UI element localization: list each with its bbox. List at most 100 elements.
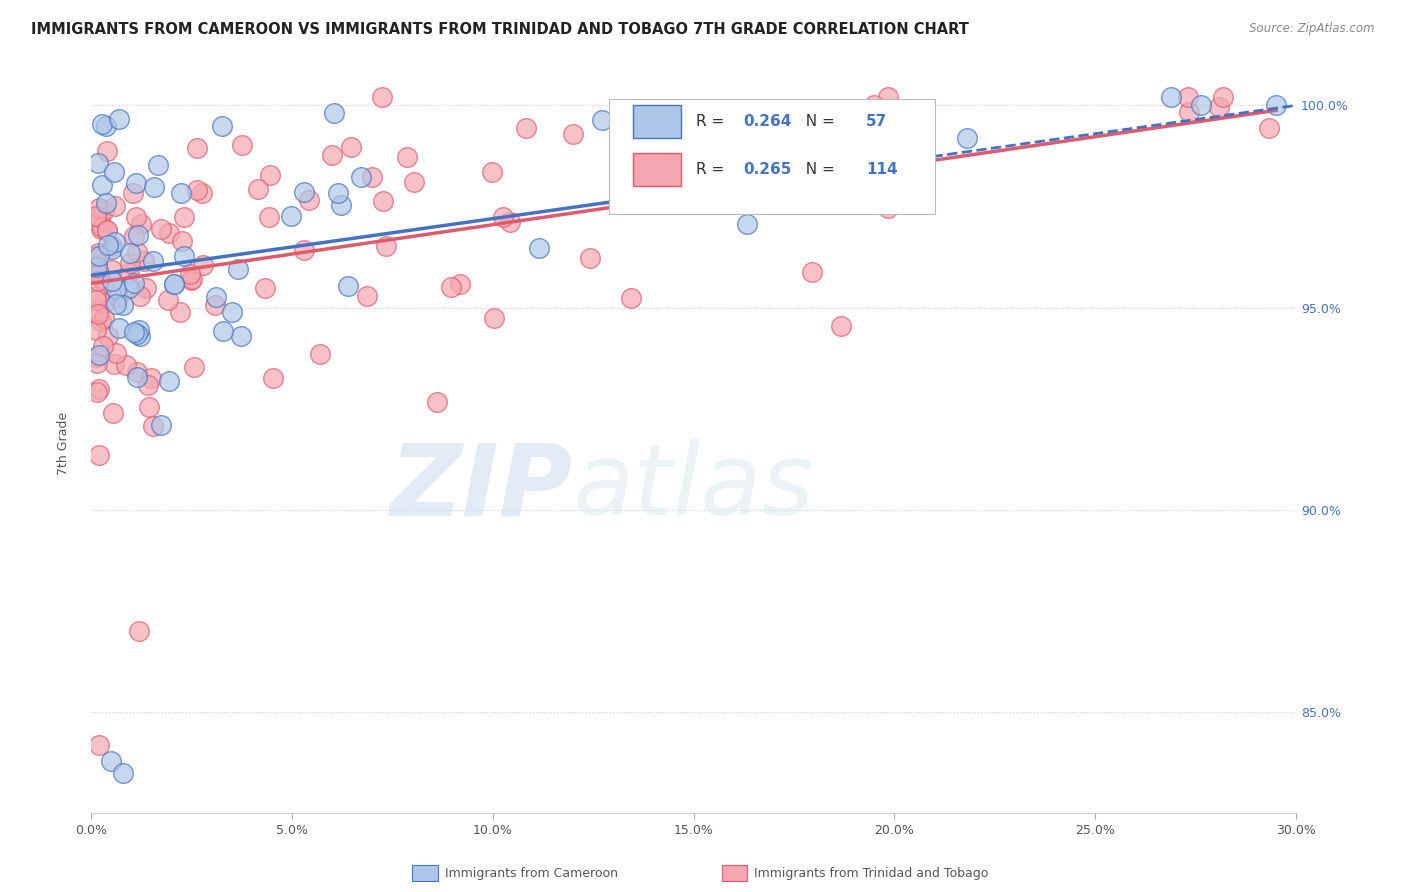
Point	[211, 119, 233, 133]
Point	[328, 186, 350, 200]
Point	[87, 348, 110, 362]
Point	[1208, 100, 1230, 114]
Point	[897, 128, 920, 143]
Point	[101, 274, 124, 288]
Point	[87, 266, 110, 280]
Point	[93, 202, 115, 217]
Point	[108, 112, 131, 126]
Point	[136, 378, 159, 392]
Point	[90, 314, 112, 328]
Point	[1189, 97, 1212, 112]
Point	[837, 111, 859, 125]
Point	[641, 136, 664, 150]
Point	[105, 282, 128, 296]
Point	[108, 321, 131, 335]
Point	[127, 365, 149, 379]
Point	[96, 223, 118, 237]
Point	[491, 210, 513, 224]
Point	[782, 168, 804, 182]
Point	[87, 156, 110, 170]
Point	[356, 288, 378, 302]
Point	[87, 382, 110, 396]
Text: atlas: atlas	[574, 439, 814, 536]
Point	[89, 448, 111, 462]
Point	[330, 198, 353, 212]
Point	[122, 325, 145, 339]
Point	[104, 235, 127, 250]
Point	[231, 138, 253, 153]
Point	[125, 176, 148, 190]
Point	[87, 201, 110, 215]
Point	[97, 238, 120, 252]
Point	[229, 329, 252, 343]
Point	[191, 258, 214, 272]
Point	[111, 298, 134, 312]
Point	[579, 251, 602, 265]
Point	[101, 406, 124, 420]
Point	[246, 181, 269, 195]
Point	[86, 260, 108, 274]
Point	[91, 117, 114, 131]
FancyBboxPatch shape	[609, 99, 935, 214]
Point	[183, 359, 205, 374]
Point	[84, 209, 107, 223]
Point	[86, 356, 108, 370]
Point	[120, 256, 142, 270]
Point	[122, 186, 145, 200]
Point	[86, 304, 108, 318]
Point	[93, 276, 115, 290]
Text: N =: N =	[796, 162, 839, 178]
Point	[440, 280, 463, 294]
Point	[129, 217, 152, 231]
Point	[118, 245, 141, 260]
Point	[204, 298, 226, 312]
Point	[100, 243, 122, 257]
Text: 0.265: 0.265	[742, 162, 792, 178]
Point	[91, 339, 114, 353]
Point	[129, 328, 152, 343]
Point	[150, 418, 173, 433]
Point	[863, 98, 886, 112]
Point	[91, 178, 114, 193]
Point	[221, 304, 243, 318]
Point	[321, 148, 343, 162]
Point	[112, 766, 135, 780]
Point	[308, 347, 330, 361]
FancyBboxPatch shape	[633, 105, 682, 138]
Point	[620, 291, 643, 305]
Point	[259, 168, 281, 182]
Point	[257, 210, 280, 224]
Point	[96, 224, 118, 238]
Point	[173, 249, 195, 263]
Point	[170, 186, 193, 201]
Point	[877, 201, 900, 215]
Point	[84, 288, 107, 302]
Point	[404, 175, 426, 189]
Point	[124, 229, 146, 244]
Text: ZIP: ZIP	[389, 439, 574, 536]
Point	[117, 281, 139, 295]
Text: 57: 57	[866, 114, 887, 129]
Point	[643, 121, 665, 136]
Point	[101, 262, 124, 277]
Point	[157, 293, 180, 307]
Point	[336, 279, 359, 293]
Point	[115, 358, 138, 372]
Point	[361, 169, 384, 184]
Text: IMMIGRANTS FROM CAMEROON VS IMMIGRANTS FROM TRINIDAD AND TOBAGO 7TH GRADE CORREL: IMMIGRANTS FROM CAMEROON VS IMMIGRANTS F…	[31, 22, 969, 37]
Point	[191, 186, 214, 200]
Point	[124, 276, 146, 290]
Point	[87, 274, 110, 288]
Point	[103, 164, 125, 178]
Point	[91, 219, 114, 234]
Point	[163, 277, 186, 291]
Point	[830, 318, 852, 333]
Point	[94, 119, 117, 133]
Point	[163, 277, 186, 292]
Text: R =: R =	[696, 162, 730, 178]
Point	[181, 272, 204, 286]
Point	[139, 371, 162, 385]
Text: Immigrants from Trinidad and Tobago: Immigrants from Trinidad and Tobago	[754, 867, 988, 880]
Point	[292, 186, 315, 200]
Point	[138, 400, 160, 414]
